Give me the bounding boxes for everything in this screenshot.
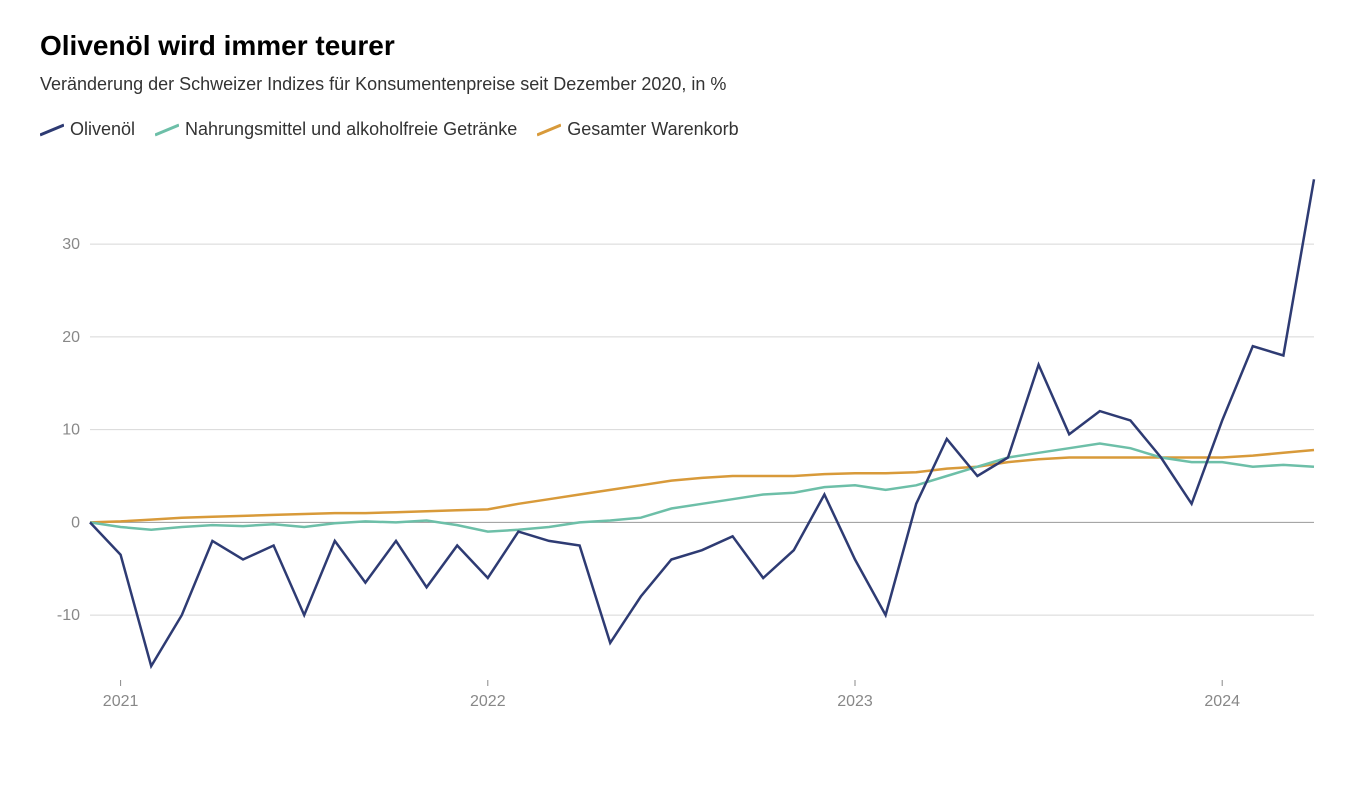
line-olivenol [90, 179, 1314, 666]
x-axis-label: 2021 [103, 693, 139, 710]
chart-subtitle: Veränderung der Schweizer Indizes für Ko… [40, 74, 1324, 95]
legend-label: Nahrungsmittel und alkoholfreie Getränke [185, 119, 517, 140]
chart-plot-area: -10 0 10 20 30 2021 2022 2023 2024 [40, 160, 1324, 720]
legend-swatch-icon [537, 123, 561, 137]
legend-label: Gesamter Warenkorb [567, 119, 738, 140]
legend-label: Olivenöl [70, 119, 135, 140]
y-axis-label: -10 [57, 607, 80, 624]
legend: Olivenöl Nahrungsmittel und alkoholfreie… [40, 119, 1324, 140]
chart-svg: -10 0 10 20 30 2021 2022 2023 2024 [40, 160, 1324, 720]
y-axis-label: 0 [71, 514, 80, 531]
legend-swatch-icon [40, 123, 64, 137]
chart-title: Olivenöl wird immer teurer [40, 30, 1324, 62]
x-axis-label: 2024 [1204, 693, 1240, 710]
x-axis-label: 2023 [837, 693, 873, 710]
y-axis-label: 20 [62, 329, 80, 346]
x-axis-label: 2022 [470, 693, 506, 710]
legend-item-nahrungsmittel: Nahrungsmittel und alkoholfreie Getränke [155, 119, 517, 140]
legend-swatch-icon [155, 123, 179, 137]
legend-item-olivenol: Olivenöl [40, 119, 135, 140]
y-axis-label: 30 [62, 236, 80, 253]
line-gesamter-warenkorb [90, 450, 1314, 522]
legend-item-gesamter: Gesamter Warenkorb [537, 119, 738, 140]
y-axis-label: 10 [62, 422, 80, 439]
